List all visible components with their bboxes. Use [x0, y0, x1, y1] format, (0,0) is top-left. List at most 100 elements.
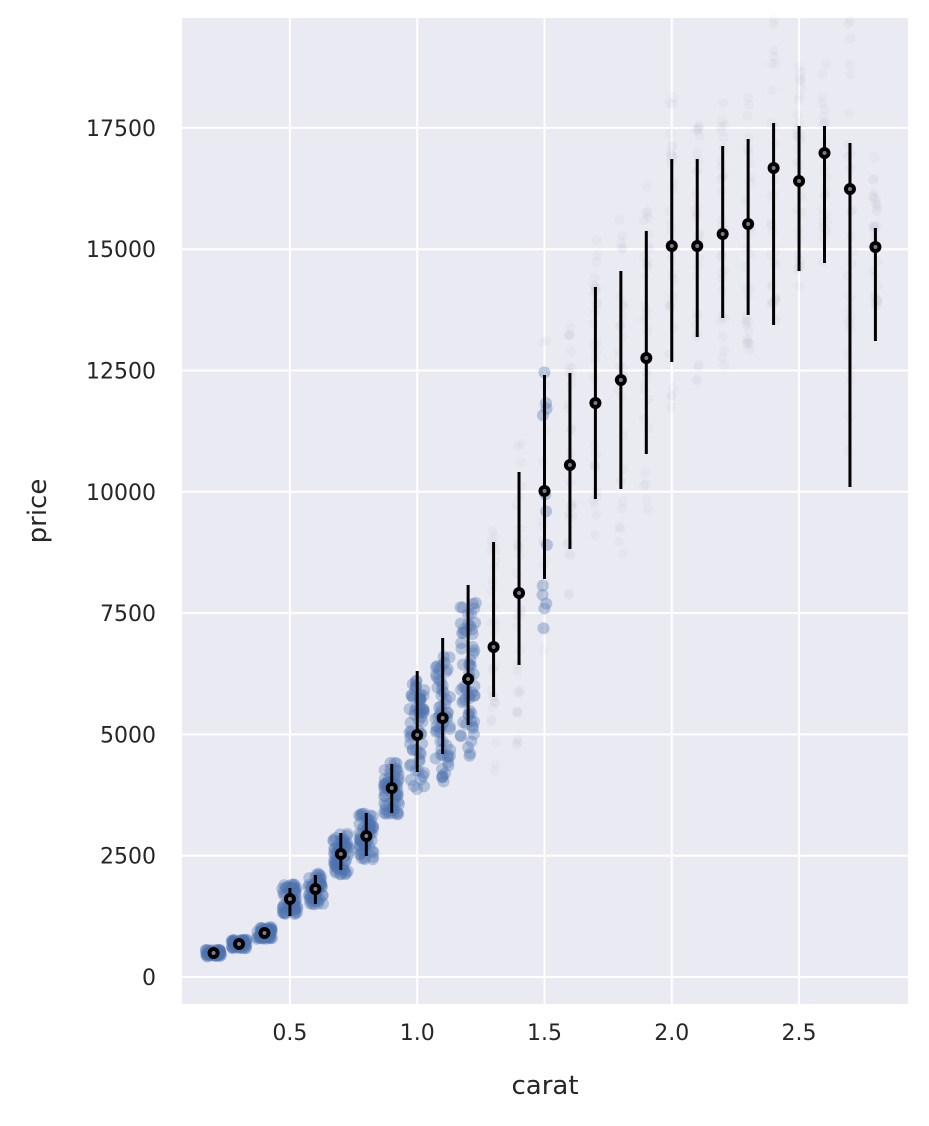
scatter-point [588, 289, 599, 300]
scatter-point [536, 579, 549, 592]
scatter-point [643, 422, 654, 433]
scatter-point [327, 834, 340, 847]
scatter-point [418, 684, 431, 697]
scatter-point [416, 769, 429, 782]
scatter-point [821, 58, 832, 69]
scatter-point [367, 846, 380, 859]
scatter-point [341, 865, 354, 878]
scatter-point [794, 118, 805, 129]
scatter-point [794, 72, 805, 83]
scatter-point [742, 333, 753, 344]
scatter-point [744, 99, 755, 110]
x-tick-label: 0.5 [272, 1021, 307, 1046]
scatter-point [867, 191, 878, 202]
x-tick-label: 1.5 [527, 1021, 562, 1046]
mean-point-center [593, 401, 598, 406]
scatter-point [404, 737, 417, 750]
scatter-point [316, 897, 329, 910]
scatter-point [378, 797, 391, 810]
scatter-point [770, 58, 781, 69]
scatter-point [743, 92, 754, 103]
scatter-point [868, 174, 879, 185]
scatter-point [379, 803, 392, 816]
mean-point-center [313, 887, 318, 892]
scatter-point [366, 810, 379, 823]
scatter-point [417, 703, 430, 716]
scatter-point [640, 468, 651, 479]
scatter-point [378, 806, 391, 819]
scatter-point [769, 14, 780, 25]
scatter-point [743, 325, 754, 336]
scatter-point [869, 187, 880, 198]
mean-point-center [237, 942, 242, 947]
scatter-point [339, 867, 352, 880]
scatter-point [792, 130, 803, 141]
scatter-point [770, 246, 781, 257]
scatter-point [538, 602, 551, 615]
scatter-point [303, 872, 316, 885]
scatter-point [405, 758, 418, 771]
scatter-point [353, 818, 366, 830]
scatter-point [436, 771, 449, 784]
y-tick-label: 17500 [86, 117, 156, 142]
scatter-point [744, 338, 755, 349]
scatter-point [768, 19, 779, 30]
scatter-point [467, 647, 480, 660]
scatter-point [536, 588, 549, 601]
scatter-point [456, 658, 469, 671]
scatter-point [820, 118, 831, 129]
scatter-point [487, 702, 498, 713]
scatter-point [430, 671, 443, 684]
scatter-point [366, 853, 379, 866]
scatter-point [456, 627, 469, 640]
scatter-point [639, 271, 650, 282]
scatter-point [843, 18, 854, 29]
scatter-point [289, 903, 302, 916]
scatter-point [442, 751, 455, 764]
scatter-point [467, 728, 480, 741]
scatter-point [536, 409, 549, 422]
scatter-point [592, 336, 603, 347]
scatter-point [276, 903, 289, 916]
scatter-point [291, 902, 304, 915]
scatter-point [794, 91, 805, 102]
scatter-point [639, 480, 650, 491]
scatter-point [665, 128, 676, 139]
scatter-point [666, 391, 677, 402]
scatter-point [444, 750, 457, 763]
scatter-point [820, 117, 831, 128]
scatter-point [329, 860, 342, 873]
scatter-point [468, 644, 481, 657]
scatter-point [289, 884, 302, 897]
scatter-point [489, 765, 500, 776]
scatter-point [329, 866, 342, 879]
scatter-point [443, 720, 456, 733]
scatter-point [490, 530, 501, 541]
scatter-point [591, 235, 602, 246]
scatter-point [403, 759, 416, 772]
scatter-point [541, 335, 552, 346]
scatter-point [614, 214, 625, 225]
scatter-point [846, 258, 857, 269]
scatter-point [694, 120, 705, 131]
scatter-point [719, 265, 730, 276]
scatter-point [405, 689, 418, 702]
scatter-point [842, 349, 853, 360]
scatter-point [768, 45, 779, 56]
scatter-point [384, 757, 397, 770]
scatter-point [871, 295, 882, 306]
scatter-point [407, 779, 420, 792]
scatter-point [690, 319, 701, 330]
scatter-point [468, 715, 481, 728]
scatter-point [456, 601, 469, 614]
scatter-point [871, 206, 882, 217]
scatter-point [668, 322, 679, 333]
scatter-point [456, 696, 469, 709]
scatter-point [540, 624, 551, 635]
mean-point-center [567, 463, 572, 468]
scatter-point [591, 509, 602, 520]
y-axis-label: price [23, 479, 53, 544]
scatter-point [567, 362, 578, 373]
scatter-point [430, 720, 443, 733]
scatter-point [871, 203, 882, 214]
